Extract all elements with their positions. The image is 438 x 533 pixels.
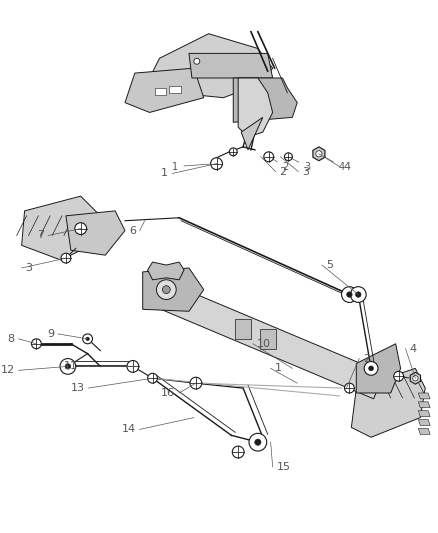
Text: 14: 14 (122, 424, 136, 434)
Polygon shape (260, 329, 276, 350)
Polygon shape (241, 117, 263, 150)
Circle shape (345, 383, 354, 393)
Polygon shape (418, 411, 430, 417)
Circle shape (32, 339, 41, 349)
Polygon shape (418, 429, 430, 434)
Circle shape (86, 337, 89, 341)
Text: 3: 3 (302, 166, 309, 176)
Text: 5: 5 (326, 260, 333, 270)
Circle shape (162, 286, 170, 294)
Polygon shape (155, 88, 166, 95)
Circle shape (249, 433, 267, 451)
Polygon shape (235, 319, 251, 339)
Polygon shape (418, 393, 430, 399)
Circle shape (211, 158, 223, 169)
Polygon shape (313, 147, 325, 160)
Text: 2: 2 (363, 353, 370, 364)
Text: 6: 6 (129, 225, 136, 236)
Polygon shape (169, 86, 181, 93)
Polygon shape (143, 268, 204, 311)
Text: 16: 16 (161, 388, 175, 398)
Polygon shape (21, 196, 100, 260)
Circle shape (61, 253, 71, 263)
Polygon shape (150, 34, 272, 98)
Circle shape (194, 58, 200, 64)
Polygon shape (356, 344, 401, 393)
Polygon shape (418, 402, 430, 408)
Circle shape (342, 287, 357, 302)
Circle shape (394, 372, 403, 381)
Circle shape (346, 292, 352, 297)
Circle shape (369, 366, 374, 371)
Text: 4: 4 (410, 344, 417, 354)
Circle shape (156, 280, 176, 300)
Text: 13: 13 (71, 383, 85, 393)
Circle shape (284, 153, 292, 160)
Circle shape (350, 287, 366, 302)
Text: 4: 4 (321, 155, 345, 172)
Text: 7: 7 (37, 230, 44, 240)
Circle shape (60, 359, 76, 374)
Circle shape (127, 360, 139, 373)
Text: 10: 10 (257, 339, 271, 349)
Polygon shape (148, 262, 184, 280)
Text: 1: 1 (172, 161, 214, 172)
Circle shape (65, 364, 71, 369)
Text: 11: 11 (64, 361, 78, 372)
Text: 8: 8 (7, 334, 15, 344)
Circle shape (356, 292, 361, 297)
Polygon shape (238, 78, 272, 137)
Polygon shape (351, 368, 425, 437)
Circle shape (316, 151, 322, 157)
Text: 4: 4 (343, 161, 351, 172)
Text: 2: 2 (271, 158, 289, 172)
Polygon shape (410, 373, 420, 384)
Polygon shape (144, 277, 384, 399)
Text: 12: 12 (0, 365, 15, 375)
Circle shape (255, 439, 261, 445)
Text: 9: 9 (47, 329, 54, 339)
Circle shape (264, 152, 274, 161)
Polygon shape (189, 53, 272, 78)
Circle shape (413, 376, 418, 381)
Text: 1: 1 (275, 364, 282, 374)
Polygon shape (233, 78, 297, 122)
Circle shape (230, 148, 237, 156)
Circle shape (148, 373, 158, 383)
Circle shape (232, 446, 244, 458)
Polygon shape (125, 68, 204, 112)
Text: 3: 3 (25, 263, 32, 273)
Text: 2: 2 (279, 166, 286, 176)
Circle shape (75, 223, 87, 235)
Text: 3: 3 (291, 158, 310, 172)
Polygon shape (418, 419, 430, 425)
Text: 1: 1 (161, 168, 168, 179)
Circle shape (190, 377, 202, 389)
Text: 15: 15 (276, 462, 290, 472)
Circle shape (364, 361, 378, 375)
Circle shape (83, 334, 92, 344)
Polygon shape (66, 211, 125, 255)
